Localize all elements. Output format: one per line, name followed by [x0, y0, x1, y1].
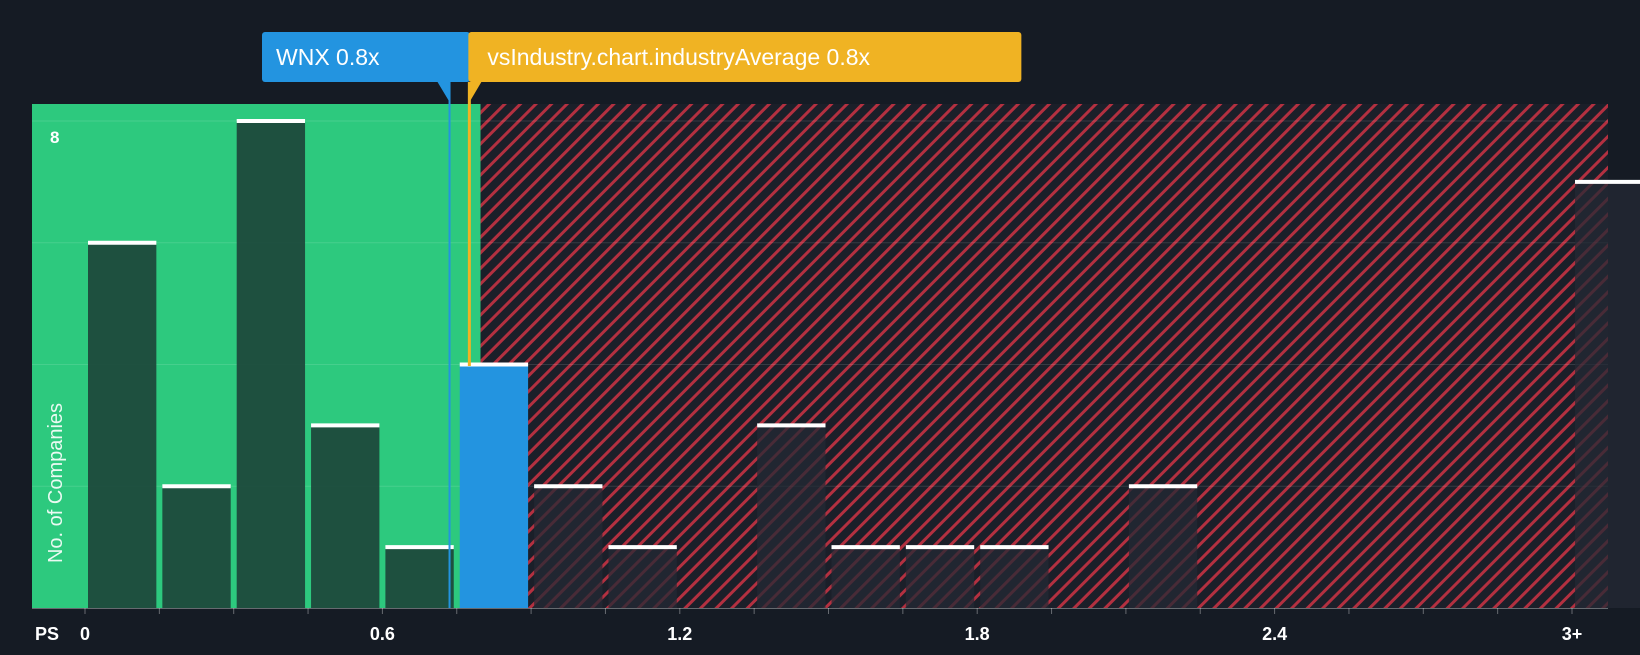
bar-body — [608, 547, 677, 608]
histogram-bar-12 — [1128, 484, 1198, 608]
bar-body — [757, 425, 826, 608]
bar-cap — [385, 545, 454, 550]
histogram-bar-13 — [1575, 179, 1640, 608]
company-marker-callout: WNX 0.8x — [262, 32, 470, 102]
x-tick-label: 3+ — [1562, 624, 1583, 644]
bar-cap — [831, 545, 900, 550]
bar-cap — [236, 119, 306, 123]
histogram-bar-5 — [459, 362, 529, 608]
histogram-bar-10 — [905, 545, 975, 608]
company-callout-pointer — [437, 82, 450, 102]
bar-body — [1575, 181, 1640, 608]
markers-layer: WNX 0.8x vsIndustry.chart.industryAverage… — [262, 32, 1022, 608]
industry-callout-pointer — [468, 82, 482, 104]
bar-cap — [88, 240, 157, 245]
histogram-bar-7 — [608, 545, 677, 608]
bar-body — [88, 242, 157, 608]
bar-body — [162, 486, 231, 608]
bar-cap — [1575, 179, 1640, 184]
x-tick-label: 0 — [80, 624, 90, 644]
bar-cap — [311, 423, 380, 428]
company-marker-label: WNX 0.8x — [276, 44, 380, 70]
bar-body — [980, 547, 1049, 608]
histogram-bar-11 — [980, 545, 1049, 608]
x-axis-label: PS — [35, 624, 59, 644]
histogram-bar-6 — [534, 484, 603, 608]
bar-cap — [459, 362, 529, 367]
bars-layer — [88, 119, 1640, 608]
histogram-bar-4 — [385, 545, 454, 608]
bar-cap — [905, 545, 975, 550]
bar-body — [459, 364, 529, 608]
x-tick-label: 1.2 — [667, 624, 692, 644]
bar-body — [311, 425, 380, 608]
bar-cap — [534, 484, 603, 489]
histogram-bar-8 — [757, 423, 826, 608]
histogram-bar-1 — [162, 484, 231, 608]
bar-cap — [757, 423, 826, 428]
bar-cap — [1128, 484, 1198, 489]
bar-body — [534, 486, 603, 608]
histogram-bar-9 — [831, 545, 900, 608]
industry-marker-label: vsIndustry.chart.industryAverage 0.8x — [487, 44, 870, 70]
bar-body — [236, 121, 306, 608]
histogram-bar-3 — [311, 423, 380, 608]
histogram-bar-0 — [88, 240, 157, 608]
bar-cap — [162, 484, 231, 489]
bar-body — [1128, 486, 1198, 608]
company-callout-box — [262, 32, 470, 82]
y-tick-label: 8 — [50, 128, 59, 147]
bar-body — [905, 547, 975, 608]
industry-callout-box — [468, 32, 1022, 82]
x-tick-label: 1.8 — [965, 624, 990, 644]
x-tick-label: 0.6 — [370, 624, 395, 644]
bar-cap — [608, 545, 677, 550]
histogram-bar-2 — [236, 119, 306, 608]
overvalued-zone — [480, 104, 1608, 608]
bar-body — [385, 547, 454, 608]
x-tick-label: 2.4 — [1262, 624, 1287, 644]
y-axis-label: No. of Companies — [45, 403, 67, 563]
bar-body — [831, 547, 900, 608]
bar-cap — [980, 545, 1049, 550]
axes-layer: No. of Companies PS 0 0.6 1.2 1.8 2.4 3+ 8 — [32, 128, 1608, 644]
industry-marker-callout: vsIndustry.chart.industryAverage 0.8x — [468, 32, 1022, 104]
